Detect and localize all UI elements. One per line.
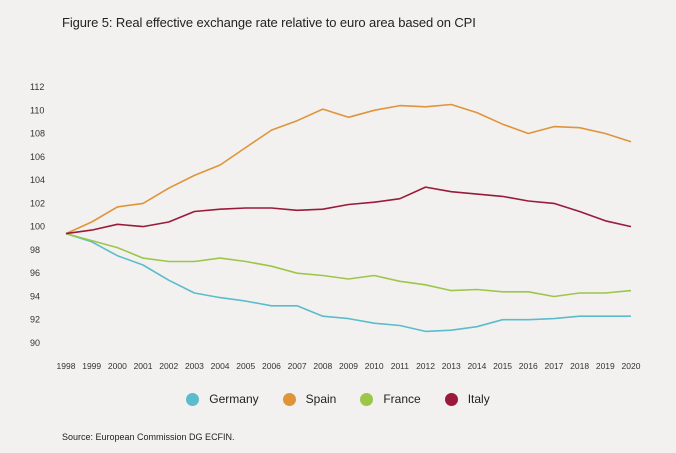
source-note: Source: European Commission DG ECFIN. [62, 432, 235, 442]
x-tick-label: 2010 [365, 361, 384, 371]
x-tick-label: 2020 [622, 361, 641, 371]
legend-item-italy: Italy [444, 392, 490, 406]
x-tick-label: 2012 [416, 361, 435, 371]
legend-swatch [360, 392, 374, 406]
legend-item-france: France [360, 392, 421, 406]
y-tick-label: 108 [30, 129, 45, 139]
x-tick-label: 1998 [57, 361, 76, 371]
x-tick-label: 2013 [442, 361, 461, 371]
x-tick-label: 2006 [262, 361, 281, 371]
legend-swatch [444, 392, 458, 406]
legend-label: France [383, 392, 421, 406]
y-tick-label: 104 [30, 175, 45, 185]
y-tick-label: 100 [30, 222, 45, 232]
x-tick-label: 2000 [108, 361, 127, 371]
legend-item-germany: Germany [186, 392, 259, 406]
legend-label: Spain [305, 392, 337, 406]
y-tick-label: 92 [30, 315, 40, 325]
y-tick-label: 94 [30, 291, 40, 301]
series-line-france [65, 232, 632, 298]
y-tick-label: 96 [30, 268, 40, 278]
y-tick-label: 110 [30, 105, 44, 115]
x-tick-label: 2002 [159, 361, 178, 371]
series-line-italy [65, 186, 632, 235]
x-tick-label: 2004 [211, 361, 230, 371]
x-tick-label: 2014 [467, 361, 486, 371]
legend-item-spain: Spain [282, 392, 337, 406]
legend-swatch [186, 392, 200, 406]
x-tick-label: 2016 [519, 361, 538, 371]
legend-label: Italy [467, 392, 490, 406]
series-lines [65, 103, 632, 333]
y-tick-label: 90 [30, 338, 40, 348]
y-tick-label: 106 [30, 152, 45, 162]
x-tick-label: 2008 [313, 361, 332, 371]
x-axis-ticks: 1998 1999 2000 2001 2002 2003 2004 2005 2006 2007… [57, 361, 641, 371]
series-line-spain [65, 103, 632, 235]
chart-title: Figure 5: Real effective exchange rate r… [62, 15, 476, 30]
y-tick-label: 112 [30, 82, 44, 92]
x-tick-label: 2009 [339, 361, 358, 371]
y-tick-label: 102 [30, 198, 45, 208]
x-tick-label: 2005 [236, 361, 255, 371]
series-line-germany [65, 232, 631, 333]
x-tick-label: 2007 [288, 361, 307, 371]
x-tick-label: 2019 [596, 361, 615, 371]
x-tick-label: 1999 [82, 361, 101, 371]
x-tick-label: 2003 [185, 361, 204, 371]
legend: Germany Spain France Italy [0, 392, 676, 406]
x-tick-label: 2017 [544, 361, 563, 371]
y-axis-ticks: 90 92 94 96 98 100 102 104 106 108 110 112 [30, 82, 45, 348]
x-tick-label: 2001 [134, 361, 153, 371]
legend-label: Germany [209, 392, 259, 406]
legend-swatch [282, 392, 296, 406]
x-tick-label: 2011 [391, 361, 410, 371]
y-tick-label: 98 [30, 245, 40, 255]
x-tick-label: 2018 [570, 361, 589, 371]
x-tick-label: 2015 [493, 361, 512, 371]
